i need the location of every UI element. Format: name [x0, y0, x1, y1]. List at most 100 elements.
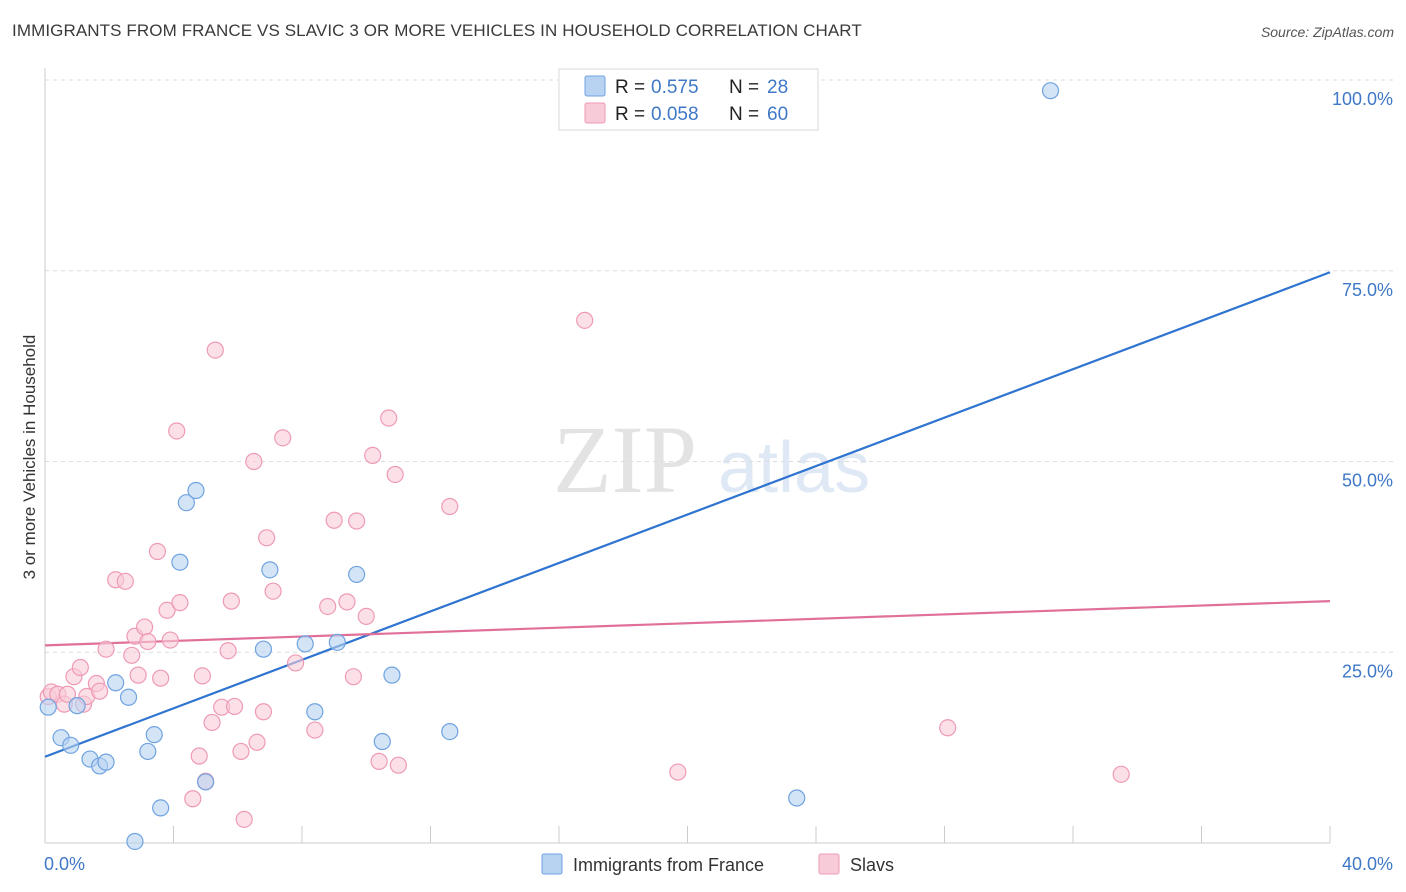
slavs-point-50 [357, 607, 375, 625]
y-tick-label-25: 25.0% [1342, 661, 1393, 681]
legend-r-label-slavs: R = [615, 104, 645, 125]
slavs-point-48 [344, 668, 362, 686]
france-point-24 [441, 723, 459, 741]
france-point-0 [39, 698, 57, 716]
slavs-point-14 [123, 646, 141, 664]
slavs-point-42 [274, 429, 292, 447]
bottom-legend: Immigrants from France Slavs [541, 853, 894, 875]
tick-labels: 25.0% 50.0% 75.0% 100.0% 0.0% 40.0% [44, 89, 1393, 874]
slavs-point-4 [58, 685, 77, 703]
bottom-legend-label-slavs: Slavs [850, 855, 894, 875]
slavs-point-18 [139, 632, 157, 651]
france-point-7 [119, 688, 138, 706]
france-point-18 [296, 635, 314, 653]
slavs-point-6 [71, 658, 89, 677]
legend-swatch-slavs [584, 102, 606, 124]
france-point-8 [126, 832, 144, 851]
series-slavs-points [39, 311, 1130, 828]
france-point-15 [197, 773, 215, 791]
france-point-11 [152, 799, 170, 817]
slavs-point-29 [203, 713, 221, 732]
slavs-point-23 [168, 422, 186, 440]
slavs-point-49 [348, 512, 366, 530]
legend-n-value-slavs: 60 [767, 104, 788, 125]
slavs-point-25 [184, 790, 202, 808]
france-point-27 [68, 697, 86, 715]
gridlines [45, 79, 1395, 653]
slavs-point-26 [190, 747, 208, 765]
y-tick-label-100: 100.0% [1332, 89, 1393, 109]
slavs-point-30 [206, 341, 224, 359]
x-tick-label-max: 40.0% [1342, 854, 1393, 874]
slavs-point-45 [319, 597, 337, 616]
chart-source: Source: ZipAtlas.com [1260, 24, 1394, 40]
france-point-17 [261, 561, 279, 579]
slavs-point-16 [129, 666, 147, 684]
slavs-point-37 [245, 452, 263, 471]
slavs-point-36 [235, 810, 253, 828]
watermark-zip: ZIP [553, 406, 697, 513]
slavs-point-32 [219, 642, 237, 660]
slavs-point-59 [939, 719, 957, 737]
slavs-point-24 [171, 594, 189, 612]
france-point-14 [187, 481, 205, 500]
slavs-point-40 [258, 529, 276, 547]
legend-box: R = 0.575 N = 28 R = 0.058 N = 60 [558, 68, 819, 131]
trendlines [44, 271, 1331, 758]
slavs-point-11 [97, 640, 115, 658]
slavs-point-19 [148, 542, 167, 561]
watermark: ZIP atlas [553, 406, 870, 513]
france-point-21 [348, 565, 366, 584]
bottom-legend-swatch-france [541, 853, 563, 875]
slavs-point-39 [254, 703, 273, 721]
slavs-point-10 [91, 682, 109, 700]
slavs-point-58 [669, 763, 687, 781]
slavs-point-20 [152, 669, 170, 687]
slavs-point-13 [116, 572, 134, 590]
france-point-10 [145, 726, 163, 744]
legend-n-label-france: N = [729, 77, 759, 98]
france-point-20 [328, 633, 346, 651]
france-point-6 [107, 674, 125, 692]
slavs-point-21 [158, 601, 176, 619]
bottom-legend-swatch-slavs [818, 853, 840, 875]
france-point-9 [139, 742, 157, 761]
france-point-23 [383, 666, 401, 684]
slavs-point-17 [135, 618, 154, 636]
slavs-point-22 [161, 631, 179, 649]
y-tick-label-75: 75.0% [1342, 280, 1393, 300]
slavs-point-52 [370, 752, 388, 770]
slavs-point-47 [338, 593, 356, 611]
y-axis-label: 3 or more Vehicles in Household [20, 335, 39, 580]
france-trendline [44, 271, 1331, 758]
slavs-point-53 [380, 409, 398, 427]
france-point-12 [171, 553, 189, 571]
france-point-13 [177, 494, 195, 512]
legend-n-value-france: 28 [767, 77, 788, 98]
watermark-atlas: atlas [718, 428, 870, 508]
legend-r-label-france: R = [615, 77, 645, 98]
france-point-25 [788, 789, 806, 807]
france-point-16 [254, 640, 273, 658]
france-point-22 [373, 732, 391, 751]
legend-n-label-slavs: N = [729, 104, 759, 125]
slavs-point-41 [264, 582, 282, 600]
france-point-19 [306, 703, 324, 721]
slavs-point-56 [441, 497, 459, 516]
france-point-2 [62, 736, 80, 754]
slavs-point-38 [248, 733, 266, 751]
slavs-trendline [44, 600, 1331, 647]
slavs-point-44 [306, 721, 324, 739]
series-france-points [39, 82, 1060, 851]
slavs-point-46 [325, 511, 343, 529]
bottom-legend-label-france: Immigrants from France [573, 855, 764, 875]
slavs-point-34 [225, 697, 244, 716]
slavs-point-35 [232, 742, 250, 761]
slavs-point-57 [576, 311, 594, 329]
slavs-point-43 [286, 654, 305, 672]
slavs-point-55 [389, 756, 407, 774]
chart-title: IMMIGRANTS FROM FRANCE VS SLAVIC 3 OR MO… [12, 21, 862, 40]
x-tick-label-min: 0.0% [44, 854, 85, 874]
legend-r-value-france: 0.575 [651, 77, 699, 98]
